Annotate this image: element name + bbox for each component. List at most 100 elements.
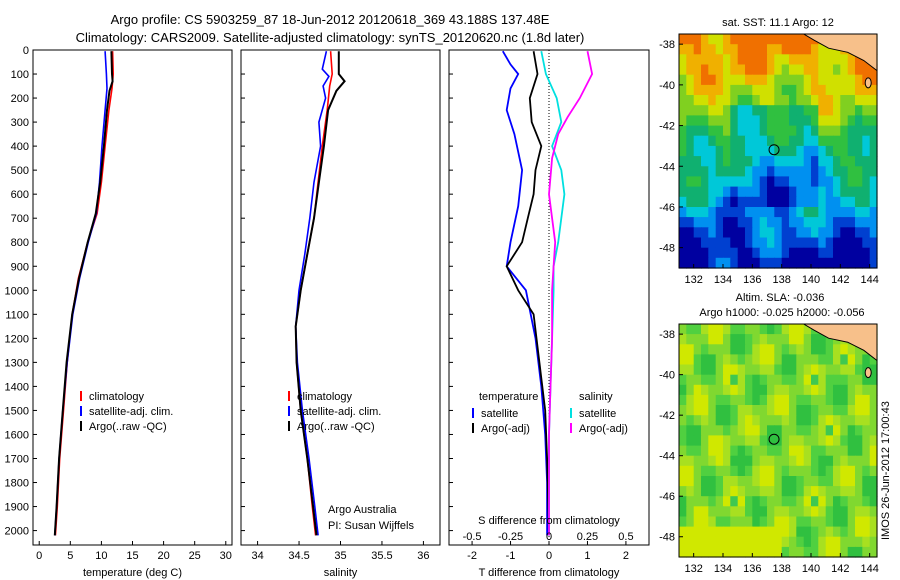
map-cell: [715, 364, 724, 376]
map-cell: [759, 237, 768, 249]
map-cell: [752, 186, 761, 198]
map-cell: [796, 374, 805, 386]
island-shape: [864, 77, 872, 89]
map-cell: [701, 435, 709, 447]
map-cell: [781, 425, 790, 436]
map-cell: [803, 54, 812, 66]
map-cell: [679, 506, 687, 517]
map-cell: [789, 105, 797, 116]
map-cell: [715, 394, 724, 406]
map-cell: [745, 34, 753, 45]
map-cell: [759, 405, 768, 416]
map-cell: [759, 354, 768, 366]
map-cell: [767, 247, 775, 259]
map-cell: [818, 227, 827, 239]
map-cell: [759, 217, 768, 228]
map-cell: [759, 536, 768, 548]
map-cell: [774, 207, 783, 218]
map-cell: [774, 84, 783, 96]
map-cell: [855, 465, 863, 477]
map-cell: [767, 526, 775, 538]
map-cell: [789, 217, 797, 228]
map-cell: [789, 186, 797, 198]
map-frame: [678, 33, 878, 269]
map-cell: [840, 186, 849, 198]
map-cell: [752, 344, 761, 355]
map-cell: [737, 486, 746, 497]
map-cell: [693, 364, 702, 376]
map-cell: [708, 34, 717, 45]
map-cell: [752, 496, 761, 507]
y-tick-label: 1000: [5, 285, 29, 297]
map-cell: [847, 516, 856, 528]
map-cell: [869, 526, 878, 538]
map-cell: [745, 74, 753, 86]
map-cell: [796, 344, 805, 355]
map-cell: [803, 486, 812, 497]
map-cell: [862, 95, 871, 106]
map-cell: [862, 257, 871, 269]
map-cell: [723, 324, 731, 335]
map-cell: [855, 196, 863, 208]
map-cell: [847, 135, 856, 147]
map-cell: [869, 186, 878, 198]
profile-location-marker: [768, 144, 780, 156]
timestamp-stamp: IMOS 26-Jun-2012 17:00:43: [880, 401, 892, 540]
map-cell: [708, 506, 717, 517]
map-cell: [693, 207, 702, 218]
map-cell: [825, 486, 834, 497]
x-tick-label: 34: [251, 550, 263, 562]
map-cell: [715, 207, 724, 218]
map-cell: [686, 394, 695, 406]
map-cell: [708, 476, 717, 487]
map-cell: [774, 227, 783, 239]
map-cell: [825, 405, 834, 416]
map-cell: [686, 74, 695, 86]
map-cell: [811, 425, 819, 436]
legend-label: Argo(-adj): [481, 423, 530, 435]
map-cell: [825, 384, 834, 396]
map-cell: [774, 95, 783, 106]
map-cell: [693, 496, 702, 507]
map-cell: [796, 125, 805, 137]
map-cell: [759, 115, 768, 127]
map-cell: [862, 105, 871, 116]
map-cell: [825, 196, 834, 208]
map-cell: [811, 354, 819, 366]
map-cell: [679, 145, 687, 157]
map-cell: [840, 364, 849, 376]
map-cell: [855, 546, 863, 558]
map-cell: [745, 64, 753, 76]
map-cell: [701, 95, 709, 106]
map-cell: [745, 425, 753, 436]
map-cell: [730, 415, 739, 426]
map-cell: [789, 207, 797, 218]
map-cell: [701, 526, 709, 538]
map-cell: [862, 374, 871, 386]
map-cell: [774, 64, 783, 76]
map-cell: [781, 394, 790, 406]
map-cell: [774, 34, 783, 45]
map-cell: [693, 54, 702, 66]
map-cell: [825, 54, 834, 66]
map-cell: [708, 344, 717, 355]
map-cell: [840, 374, 849, 386]
map-cell: [730, 334, 739, 345]
map-cell: [803, 44, 812, 55]
map-cell: [833, 125, 841, 137]
map-cell: [803, 465, 812, 477]
map-cell: [796, 257, 805, 269]
map-cell: [847, 465, 856, 477]
x-axis-label-secondary: S difference from climatology: [478, 515, 620, 527]
map-cell: [811, 415, 819, 426]
map-cell: [723, 516, 731, 528]
map-cell: [752, 405, 761, 416]
map-cell: [737, 196, 746, 208]
map-cell: [715, 125, 724, 137]
map-cell: [781, 54, 790, 66]
map-cell: [825, 364, 834, 376]
map-cell: [701, 334, 709, 345]
legend-label: Argo(-adj): [579, 423, 628, 435]
map-cell: [686, 425, 695, 436]
map-cell: [847, 394, 856, 406]
